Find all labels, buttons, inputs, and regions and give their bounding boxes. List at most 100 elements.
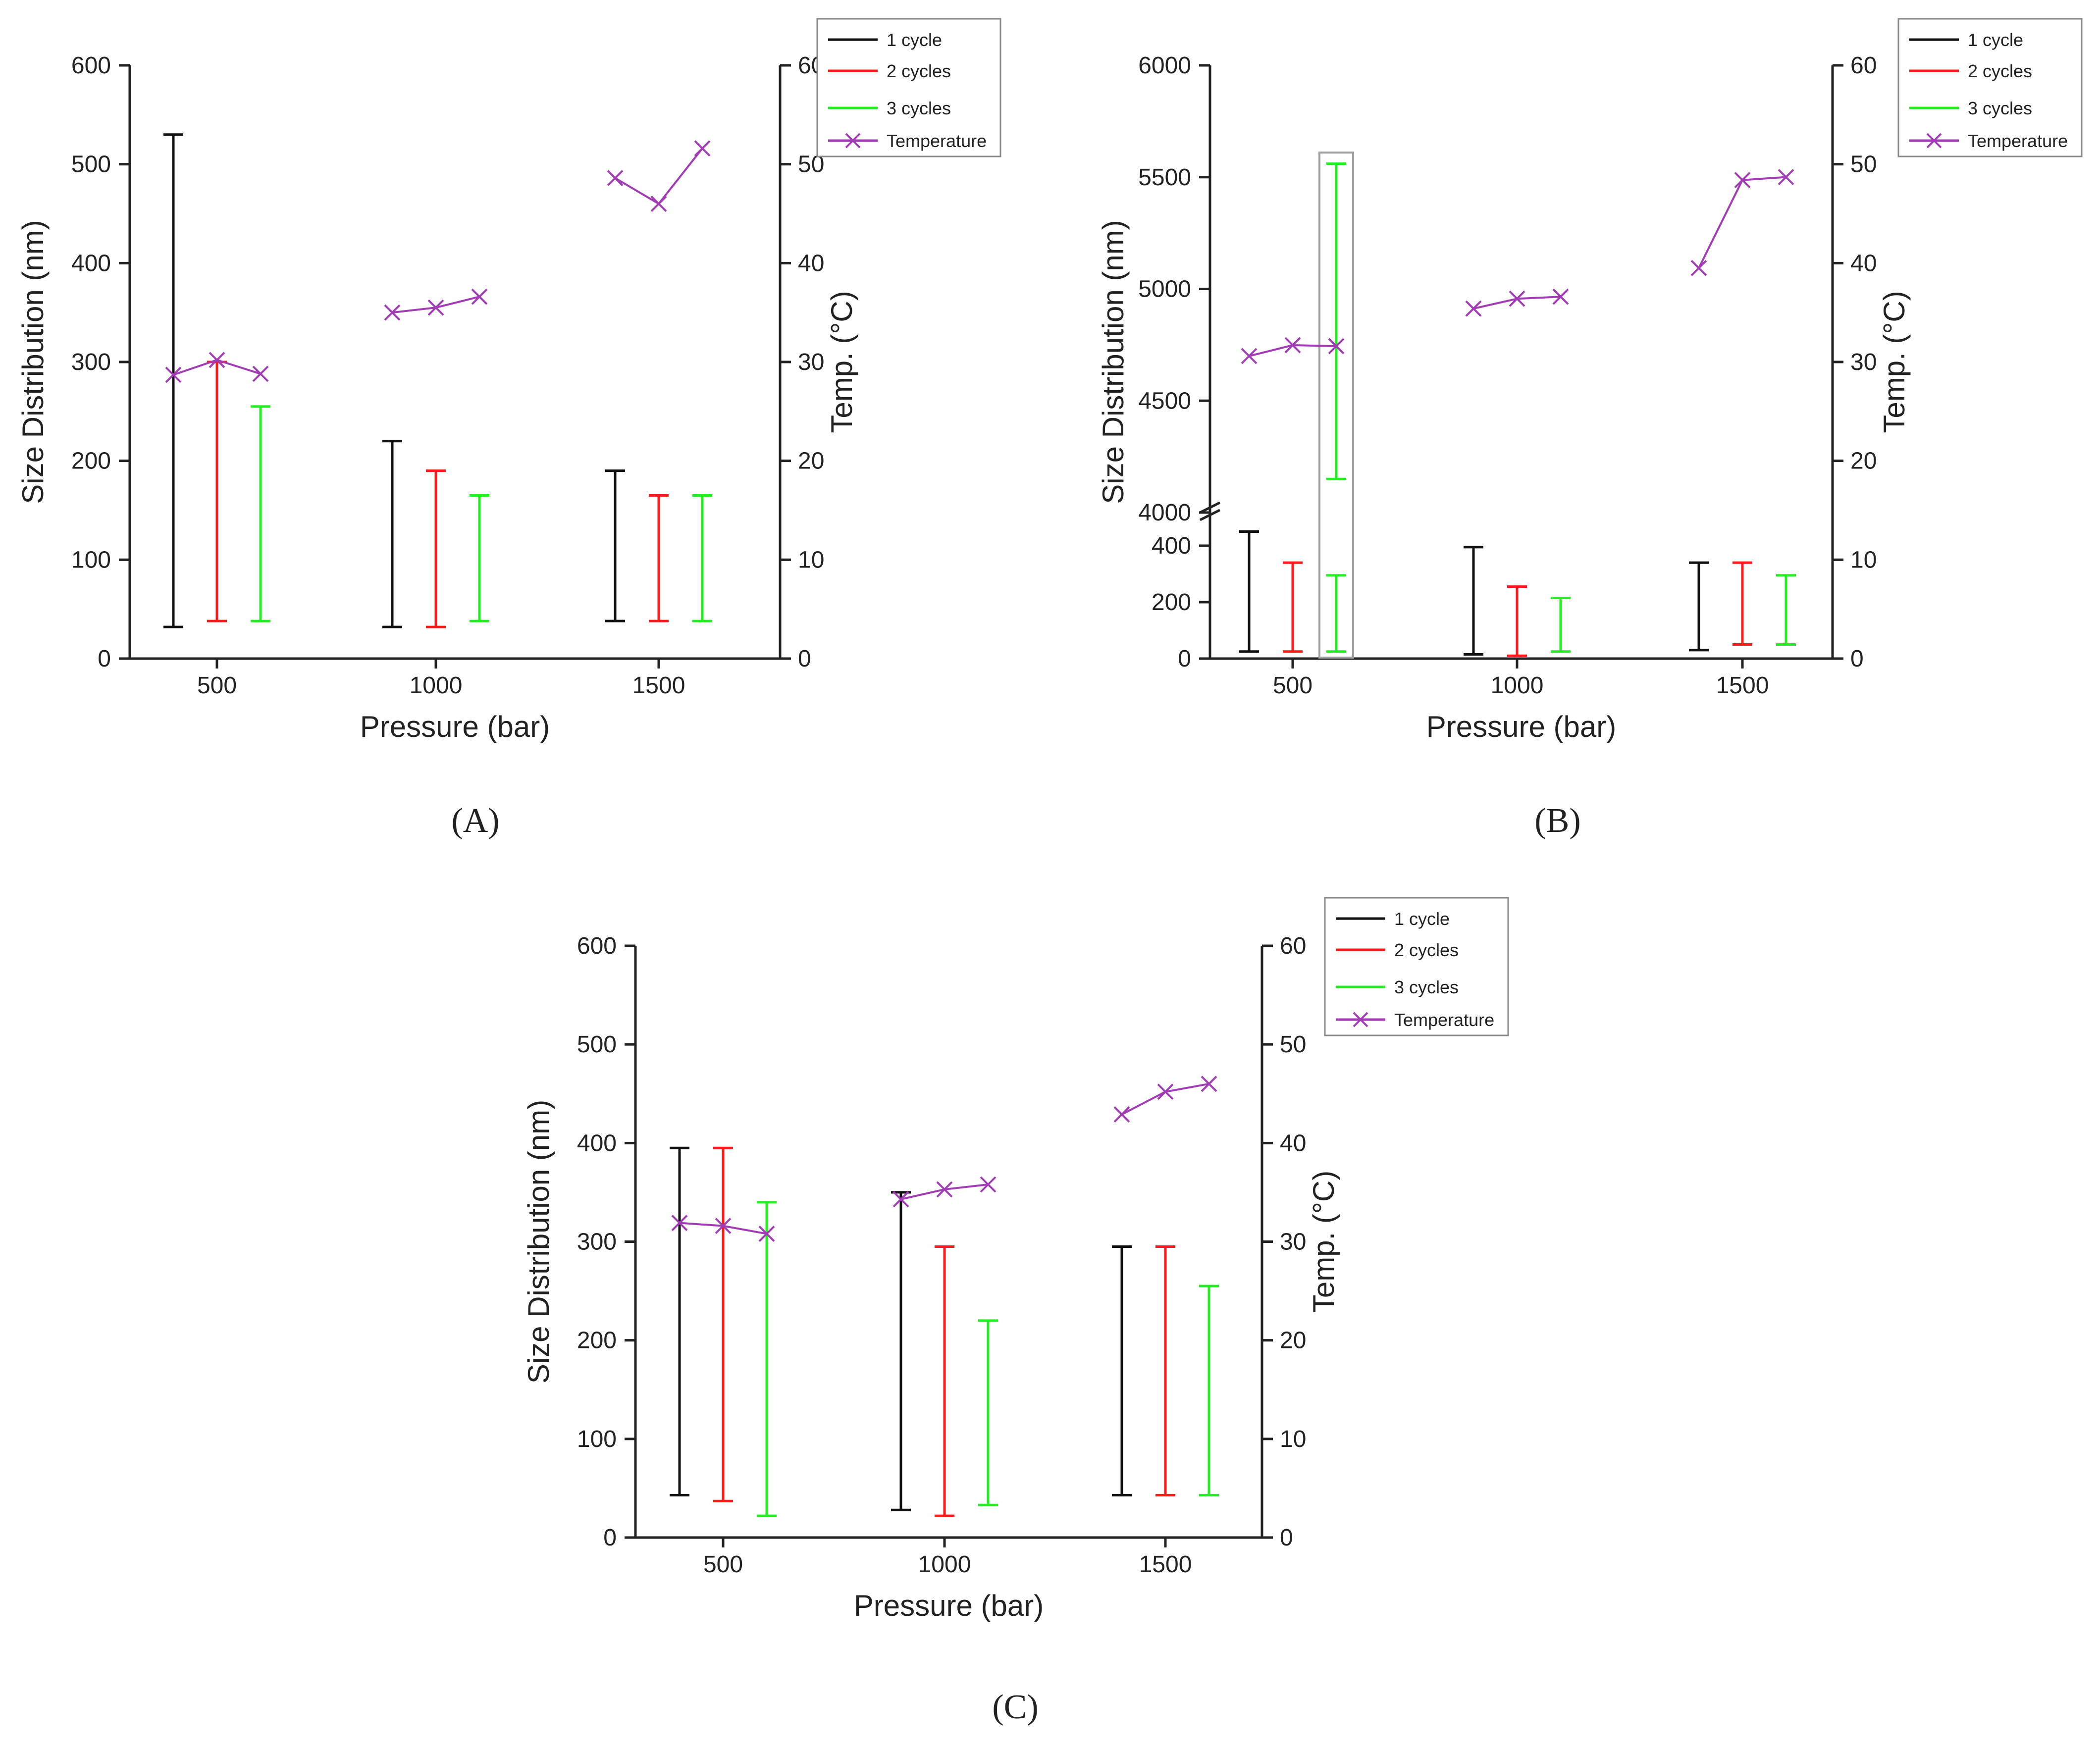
y-tick-label: 5500 bbox=[1138, 164, 1191, 191]
temperature-point bbox=[715, 1218, 732, 1234]
chart-panel-2: 0 200 400 4000 4500 5000 5500 6000 0 10 20 30 40 50 60… bbox=[1097, 18, 2083, 840]
temperature-point bbox=[1509, 290, 1525, 307]
legend-label-1: 1 cycle bbox=[1968, 30, 2023, 50]
legend-label-4: Temperature bbox=[1968, 131, 2068, 151]
temperature-point bbox=[1241, 348, 1258, 364]
legend-box bbox=[1897, 18, 2083, 157]
legend-box bbox=[816, 18, 1001, 157]
y2-tick-label: 40 bbox=[1850, 250, 1877, 276]
y2-tick-label: 20 bbox=[1280, 1328, 1306, 1354]
legend-label-4: Temperature bbox=[1394, 1010, 1494, 1030]
y-tick-label: 0 bbox=[1178, 646, 1191, 672]
temperature-point bbox=[1778, 169, 1794, 186]
temperature-point bbox=[384, 304, 401, 321]
y-tick-label: 200 bbox=[577, 1328, 617, 1354]
legend-marker bbox=[1353, 1012, 1368, 1028]
y-tick-label: 100 bbox=[71, 547, 111, 573]
temperature-point bbox=[936, 1181, 953, 1198]
legend-label-3: 3 cycles bbox=[887, 98, 951, 118]
y-tick-label: 4000 bbox=[1138, 500, 1191, 526]
x-tick-label: 1000 bbox=[918, 1551, 971, 1578]
x-axis-title: Pressure (bar) bbox=[1426, 710, 1616, 743]
temperature-point bbox=[1552, 288, 1569, 305]
legend-marker bbox=[1926, 133, 1942, 149]
temperature-line-1500 bbox=[614, 148, 703, 206]
panel-label: (B) bbox=[1534, 802, 1580, 840]
y-tick-label: 4500 bbox=[1138, 388, 1191, 414]
y2-axis-title: Temp. (°C) bbox=[1307, 1171, 1340, 1313]
temperature-point bbox=[471, 288, 488, 305]
y-tick-label: 500 bbox=[71, 152, 111, 178]
temperature-point bbox=[165, 366, 182, 383]
y2-tick-label: 30 bbox=[1280, 1229, 1306, 1255]
temperature-point bbox=[209, 352, 225, 368]
y-tick-label: 300 bbox=[71, 349, 111, 375]
y-tick-label: 500 bbox=[577, 1031, 617, 1058]
temperature-point bbox=[1690, 259, 1707, 276]
temperature-line-1000 bbox=[392, 296, 480, 314]
x-axis-title: Pressure (bar) bbox=[854, 1589, 1044, 1622]
x-axis-title: Pressure (bar) bbox=[360, 710, 550, 743]
y2-tick-label: 20 bbox=[798, 448, 824, 474]
y-tick-label: 200 bbox=[71, 448, 111, 474]
x-tick-label: 1000 bbox=[1491, 672, 1544, 699]
x-tick-label: 500 bbox=[197, 672, 237, 699]
y-axis-title: Size Distribution (nm) bbox=[16, 220, 50, 504]
y2-tick-label: 0 bbox=[798, 646, 811, 672]
legend-label-3: 3 cycles bbox=[1968, 98, 2032, 118]
x-tick-label: 1000 bbox=[410, 672, 463, 699]
temperature-line-500 bbox=[1249, 344, 1337, 357]
temperature-point bbox=[252, 365, 269, 382]
legend-box bbox=[1324, 897, 1509, 1036]
temperature-point bbox=[1284, 337, 1301, 354]
y2-tick-label: 0 bbox=[1850, 646, 1864, 672]
y2-tick-label: 10 bbox=[1850, 547, 1877, 573]
panel-label: (A) bbox=[451, 802, 499, 840]
y2-tick-label: 20 bbox=[1850, 448, 1877, 474]
temperature-point bbox=[1201, 1076, 1217, 1092]
temperature-point bbox=[607, 170, 624, 187]
y-tick-label: 400 bbox=[1152, 533, 1191, 559]
temperature-point bbox=[980, 1176, 997, 1193]
y2-tick-label: 30 bbox=[1850, 349, 1877, 375]
temperature-point bbox=[892, 1191, 909, 1208]
y2-tick-label: 30 bbox=[798, 349, 824, 375]
legend-label-1: 1 cycle bbox=[1394, 909, 1450, 929]
legend-label-2: 2 cycles bbox=[1968, 61, 2032, 81]
y2-tick-label: 50 bbox=[1280, 1031, 1306, 1058]
chart-panel-3: 0 100 200 300 400 500 600 0 10 20 30 40 50 60 500 1000 1… bbox=[522, 897, 1509, 1726]
temperature-point bbox=[671, 1215, 688, 1232]
y-tick-label: 300 bbox=[577, 1229, 617, 1255]
y2-axis-title: Temp. (°C) bbox=[825, 291, 858, 433]
legend-label-3: 3 cycles bbox=[1394, 977, 1459, 997]
y2-tick-label: 40 bbox=[1280, 1130, 1306, 1156]
temperature-point bbox=[650, 196, 667, 212]
y-tick-label: 600 bbox=[71, 52, 111, 79]
x-tick-label: 500 bbox=[1273, 672, 1312, 699]
temperature-line-1000 bbox=[900, 1183, 989, 1200]
y-tick-label: 100 bbox=[577, 1426, 617, 1452]
x-tick-label: 1500 bbox=[1716, 672, 1769, 699]
temperature-point bbox=[1328, 338, 1345, 355]
temperature-point bbox=[1113, 1106, 1130, 1123]
y2-tick-label: 0 bbox=[1280, 1525, 1293, 1551]
y-axis-title: Size Distribution (nm) bbox=[1097, 220, 1130, 504]
legend-label-2: 2 cycles bbox=[1394, 940, 1459, 960]
highlight-box bbox=[1318, 152, 1354, 659]
y2-tick-label: 10 bbox=[1280, 1426, 1306, 1452]
y2-tick-label: 50 bbox=[1850, 152, 1877, 178]
temperature-point bbox=[1157, 1083, 1174, 1100]
y-tick-label: 200 bbox=[1152, 589, 1191, 616]
x-tick-label: 1500 bbox=[632, 672, 685, 699]
y-tick-label: 5000 bbox=[1138, 276, 1191, 303]
temperature-point bbox=[758, 1226, 775, 1242]
temperature-point bbox=[427, 299, 444, 316]
y-axis-title: Size Distribution (nm) bbox=[522, 1100, 555, 1384]
y2-axis-title: Temp. (°C) bbox=[1878, 291, 1911, 433]
legend-label-2: 2 cycles bbox=[887, 61, 951, 81]
temperature-point bbox=[1734, 172, 1751, 189]
y2-tick-label: 40 bbox=[798, 250, 824, 276]
x-tick-label: 1500 bbox=[1139, 1551, 1192, 1578]
temperature-point bbox=[694, 140, 711, 157]
